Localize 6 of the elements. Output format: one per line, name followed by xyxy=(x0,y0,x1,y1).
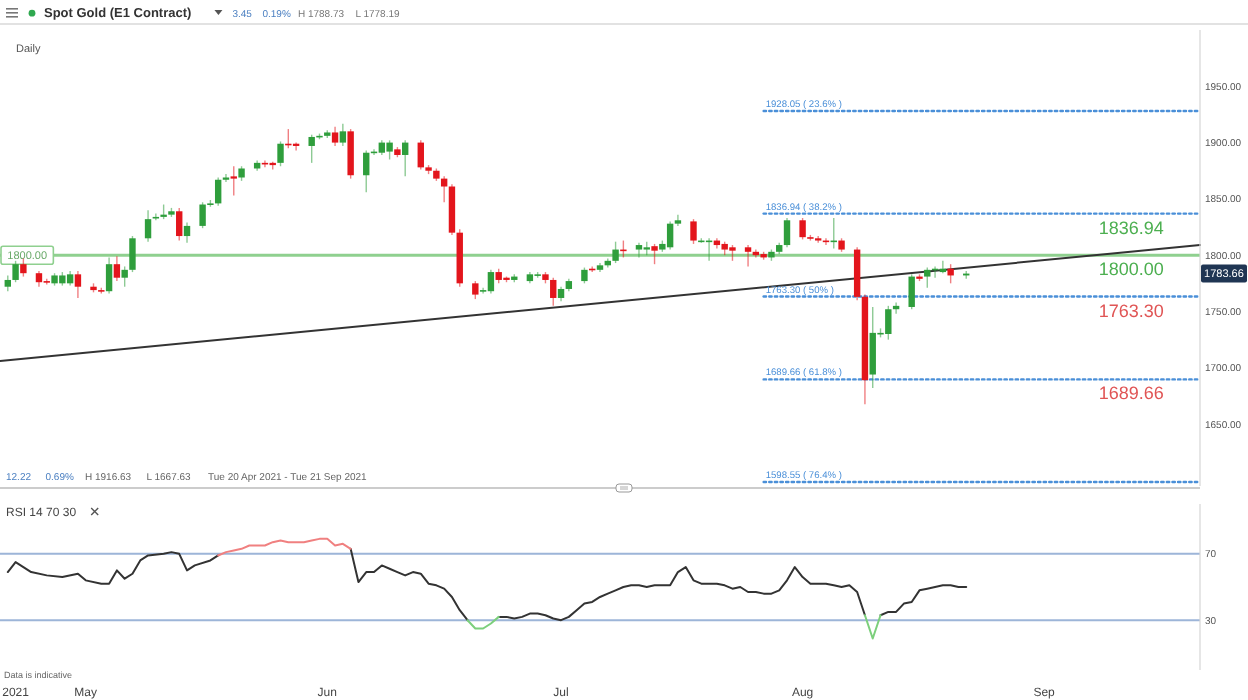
annotation: 1689.66 xyxy=(1098,383,1164,404)
annotation: 1800.00 xyxy=(1098,259,1164,280)
annotation: 1836.94 xyxy=(1098,217,1164,238)
candlestick xyxy=(635,242,643,259)
annotation: 1763.30 xyxy=(1098,300,1164,321)
line-series xyxy=(217,537,352,557)
